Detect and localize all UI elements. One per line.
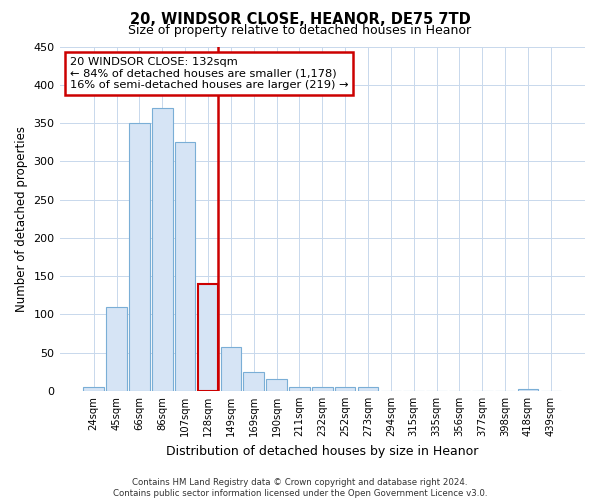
Text: 20 WINDSOR CLOSE: 132sqm
← 84% of detached houses are smaller (1,178)
16% of sem: 20 WINDSOR CLOSE: 132sqm ← 84% of detach… xyxy=(70,57,349,90)
Y-axis label: Number of detached properties: Number of detached properties xyxy=(15,126,28,312)
X-axis label: Distribution of detached houses by size in Heanor: Distribution of detached houses by size … xyxy=(166,444,478,458)
Bar xyxy=(518,390,538,391)
Bar xyxy=(312,387,332,391)
Bar xyxy=(358,387,378,391)
Bar xyxy=(266,380,287,391)
Text: Contains HM Land Registry data © Crown copyright and database right 2024.
Contai: Contains HM Land Registry data © Crown c… xyxy=(113,478,487,498)
Bar xyxy=(83,387,104,391)
Bar xyxy=(244,372,264,391)
Bar xyxy=(289,387,310,391)
Bar xyxy=(335,387,355,391)
Bar xyxy=(175,142,196,391)
Bar xyxy=(152,108,173,391)
Bar xyxy=(198,284,218,391)
Text: 20, WINDSOR CLOSE, HEANOR, DE75 7TD: 20, WINDSOR CLOSE, HEANOR, DE75 7TD xyxy=(130,12,470,28)
Bar xyxy=(221,348,241,391)
Bar xyxy=(129,123,150,391)
Text: Size of property relative to detached houses in Heanor: Size of property relative to detached ho… xyxy=(128,24,472,37)
Bar xyxy=(106,306,127,391)
